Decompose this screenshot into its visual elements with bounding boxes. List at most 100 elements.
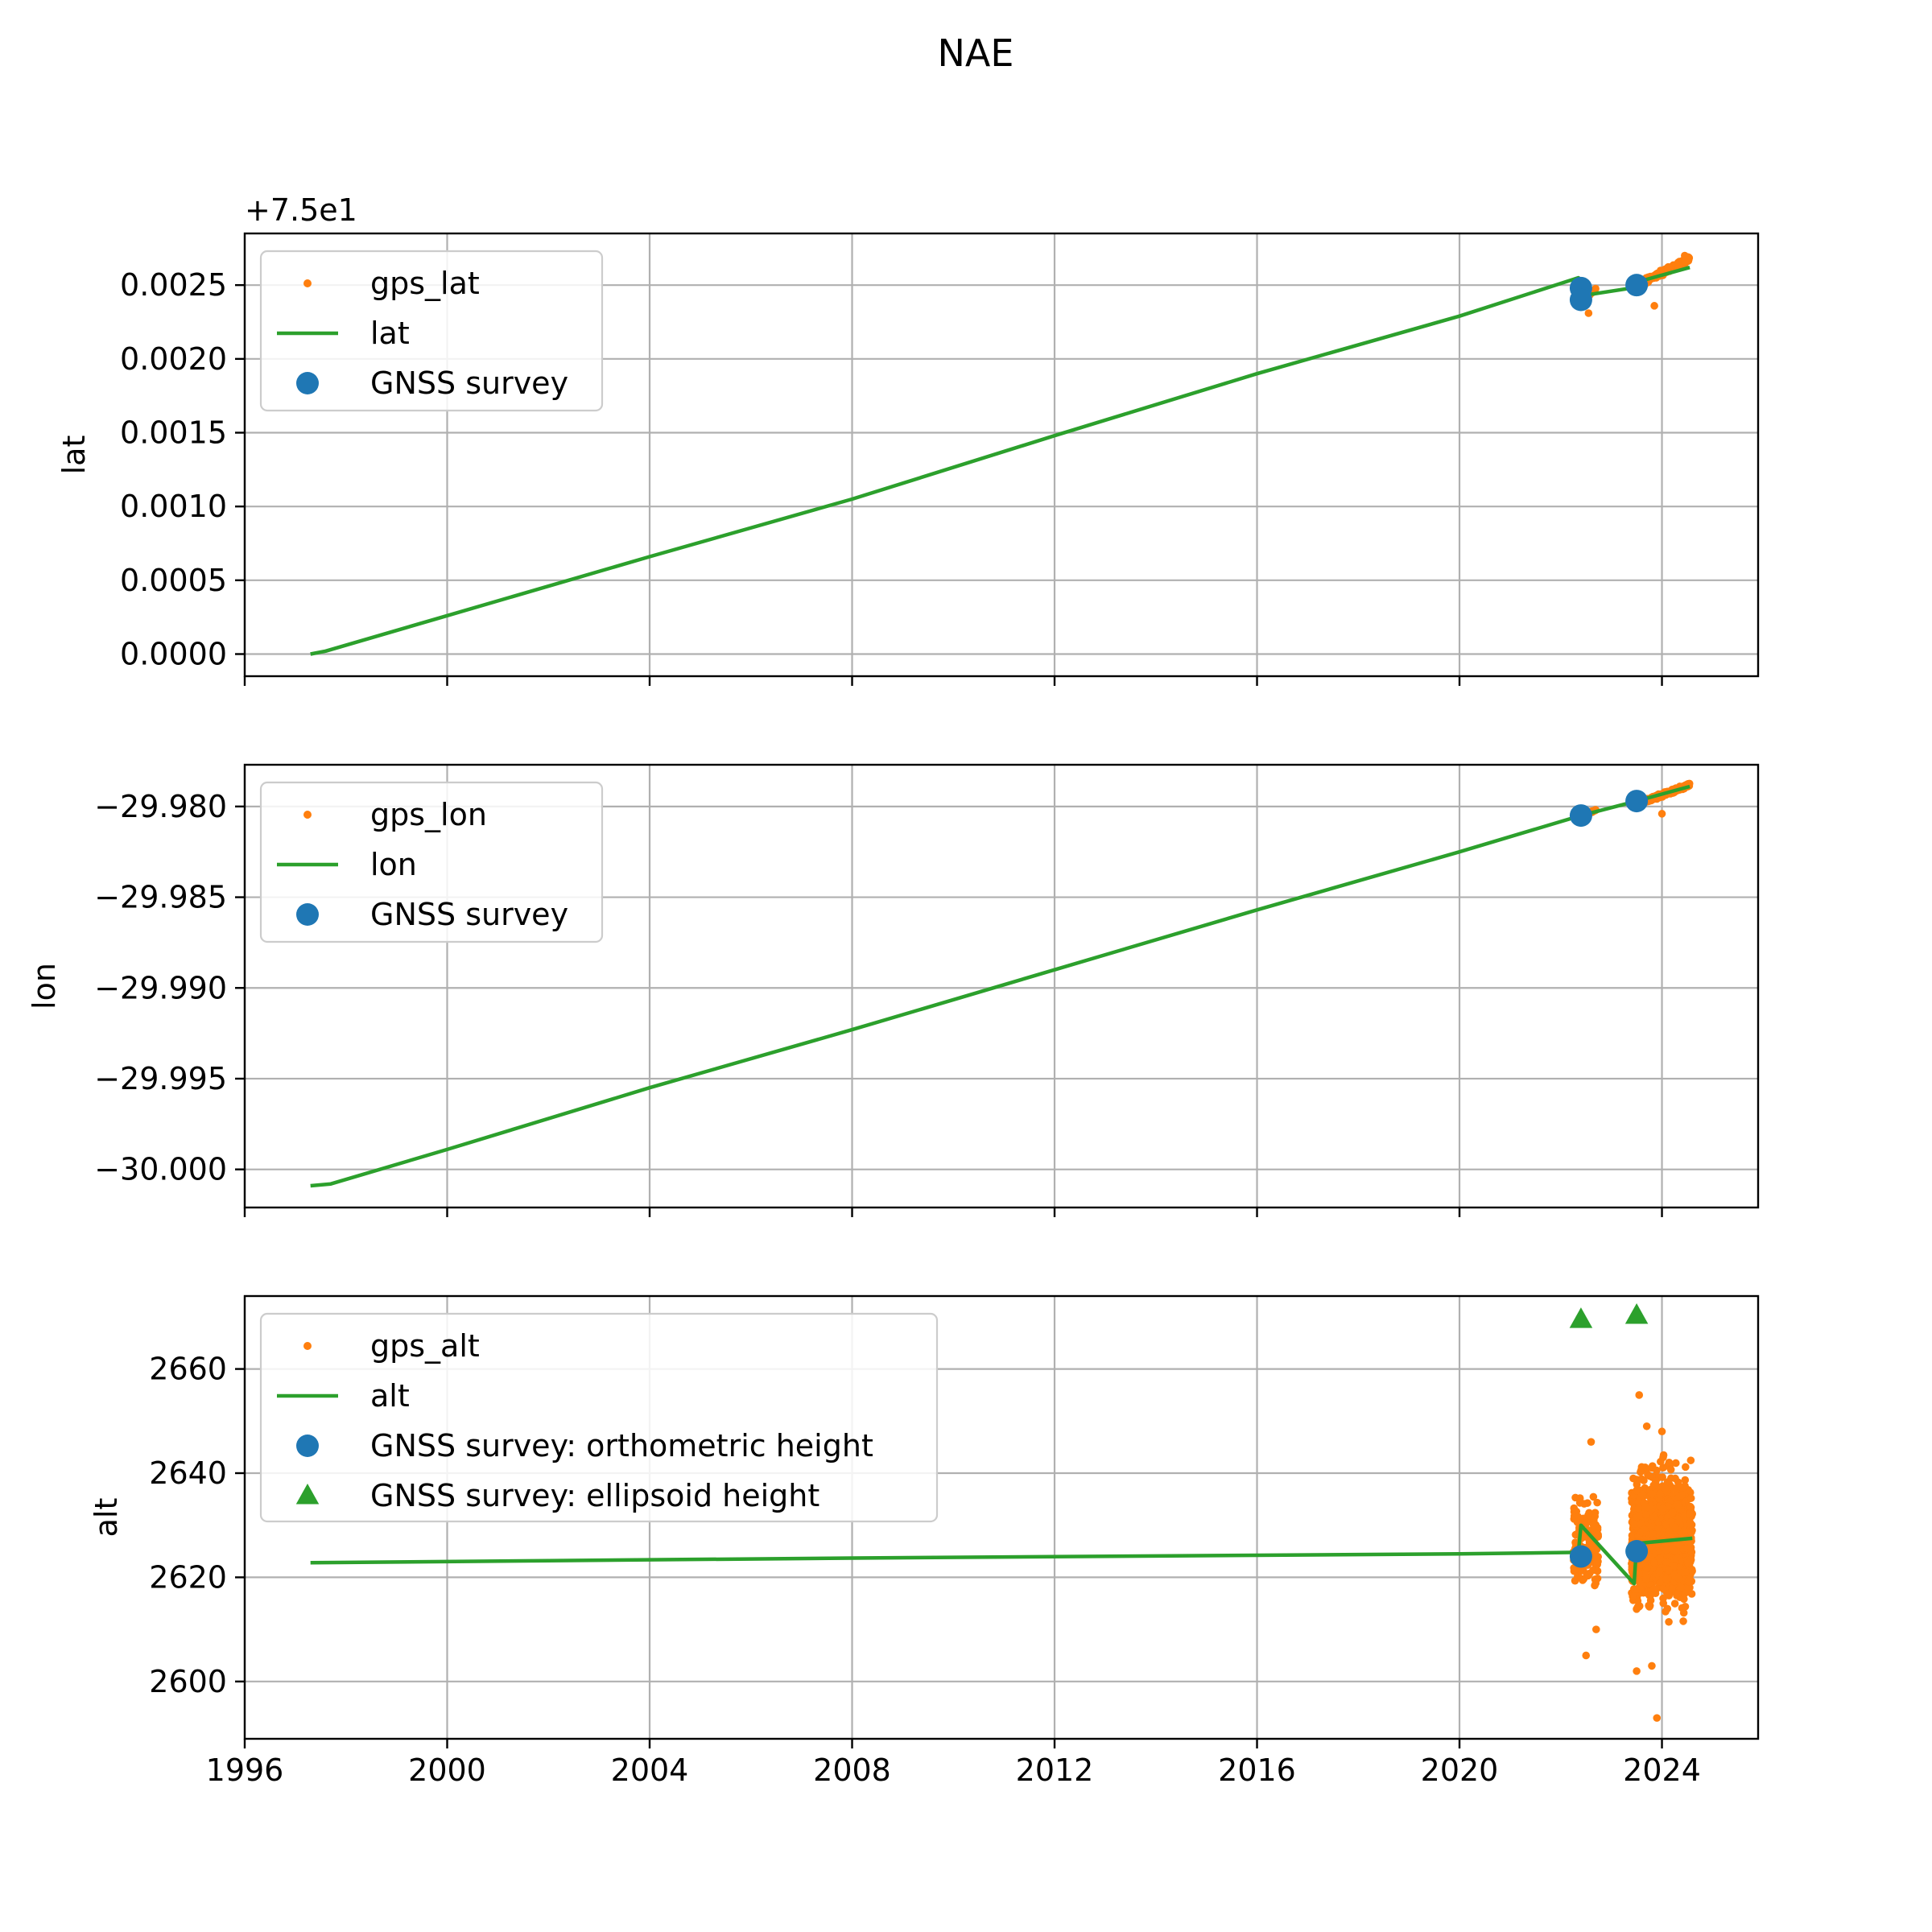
figure-title: NAE [938,31,1014,75]
gps-point [1682,1463,1690,1472]
gps-point [1658,1473,1666,1481]
legend-item: gps_lat [303,266,480,301]
gps-point [1681,257,1689,266]
legend-item: lat [277,316,410,351]
gps-point [1634,1569,1643,1578]
gps-point [1637,1560,1645,1569]
gps-point [1645,1472,1654,1480]
gps-point [1667,1584,1676,1593]
gps-point [1686,1503,1695,1512]
gps-point [1645,1601,1653,1610]
legend-swatch-circle [296,372,319,394]
x-tick-label: 2000 [408,1752,486,1788]
gps-point [1635,1602,1644,1610]
gps-point [1655,1567,1664,1575]
gps-point [1648,1490,1656,1498]
gps-point [1593,1498,1601,1507]
gps-point [1584,309,1593,317]
gps-point [1653,1714,1662,1722]
gps-point [1671,1474,1679,1483]
gps-point [1657,1457,1665,1466]
legend-label: alt [370,1378,410,1414]
y-axis-label: lat [56,436,92,475]
data-layer [310,251,1694,656]
gps-point [1680,1483,1688,1492]
legend-item: GNSS survey [296,897,568,932]
survey-marker [1625,274,1649,297]
y-tick-label: 0.0020 [120,341,227,377]
gps-point [1656,1489,1664,1498]
y-tick-label: 2640 [149,1455,227,1491]
y-tick-label: −29.995 [94,1061,227,1096]
gps-point [1633,1667,1641,1675]
legend-frame [259,1312,939,1523]
gps-point [1589,1492,1598,1501]
gps-point [1663,1478,1672,1486]
legend-label: GNSS survey [370,897,568,932]
gps-point [1593,1557,1601,1566]
legend-label: lat [370,316,410,351]
gps-point [1591,1512,1600,1521]
gps-point [1582,1651,1591,1660]
legend-frame [259,781,604,943]
gps-point [1649,1513,1657,1521]
gps-point [1648,1505,1656,1513]
gps-point [1642,1564,1651,1572]
x-tick-label: 1996 [206,1752,284,1788]
data-layer [310,779,1694,1188]
gps-point [1628,1498,1637,1506]
legend-swatch-dot [303,811,312,819]
gps-point [1665,1527,1674,1535]
gps-point [1657,810,1666,818]
gps-point [1678,1604,1686,1612]
ellipsoid-height-marker [1569,1307,1593,1328]
y-tick-label: −29.990 [94,970,227,1005]
gps-point [1594,1533,1602,1541]
gps-point [1628,1531,1637,1540]
gps-point [1641,1510,1650,1519]
gps-point [1665,1617,1673,1626]
y-tick-label: 2600 [149,1664,227,1699]
legend-swatch-circle [296,903,319,926]
gps-point [1642,1422,1651,1430]
series-line-lon [310,784,1690,1188]
series-gnss-survey [1569,790,1649,828]
gps-point [1671,1459,1680,1468]
legend-swatch-dot [303,1342,312,1350]
legend-item: gps_lon [303,797,487,832]
gps-point [1665,1458,1674,1467]
data-layer [310,1302,1697,1722]
gps-point [1662,1575,1670,1583]
gps-point [1650,302,1658,310]
gps-point [1678,1491,1686,1500]
subplot-alt: 1996 2000 2004 2008 2012 2016 2020 2024 2600 2620… [89,1294,1760,1788]
legend-item: GNSS survey [296,365,568,401]
gps-point [1640,1525,1649,1534]
gps-point [1654,1524,1662,1533]
gps-point [1647,1553,1655,1561]
y-offset-label: +7.5e1 [245,192,357,228]
gps-point [1687,1528,1695,1537]
y-tick-label: 0.0005 [120,563,227,598]
axes-frame [243,763,1760,1209]
gps-point [1665,1566,1673,1575]
gps-point [1671,1523,1679,1532]
gps-point [1674,262,1682,270]
gps-point [1634,1504,1643,1513]
gps-point [1681,1476,1690,1484]
legend-item: GNSS survey: ellipsoid height [295,1478,819,1513]
axes-frame [243,1294,1760,1740]
gps-point [1629,1474,1637,1483]
gps-point [1662,1608,1670,1616]
gps-point [1681,251,1689,260]
series-gnss-survey-ellipsoid-height [1569,1302,1649,1328]
gps-point [1575,1573,1583,1581]
y-tick-label: 2660 [149,1352,227,1387]
gps-point [1670,1561,1678,1570]
gps-point [1686,1456,1695,1464]
legend-swatch-dot [303,279,312,287]
gps-point [1686,1543,1695,1552]
gps-point [1658,1505,1667,1513]
